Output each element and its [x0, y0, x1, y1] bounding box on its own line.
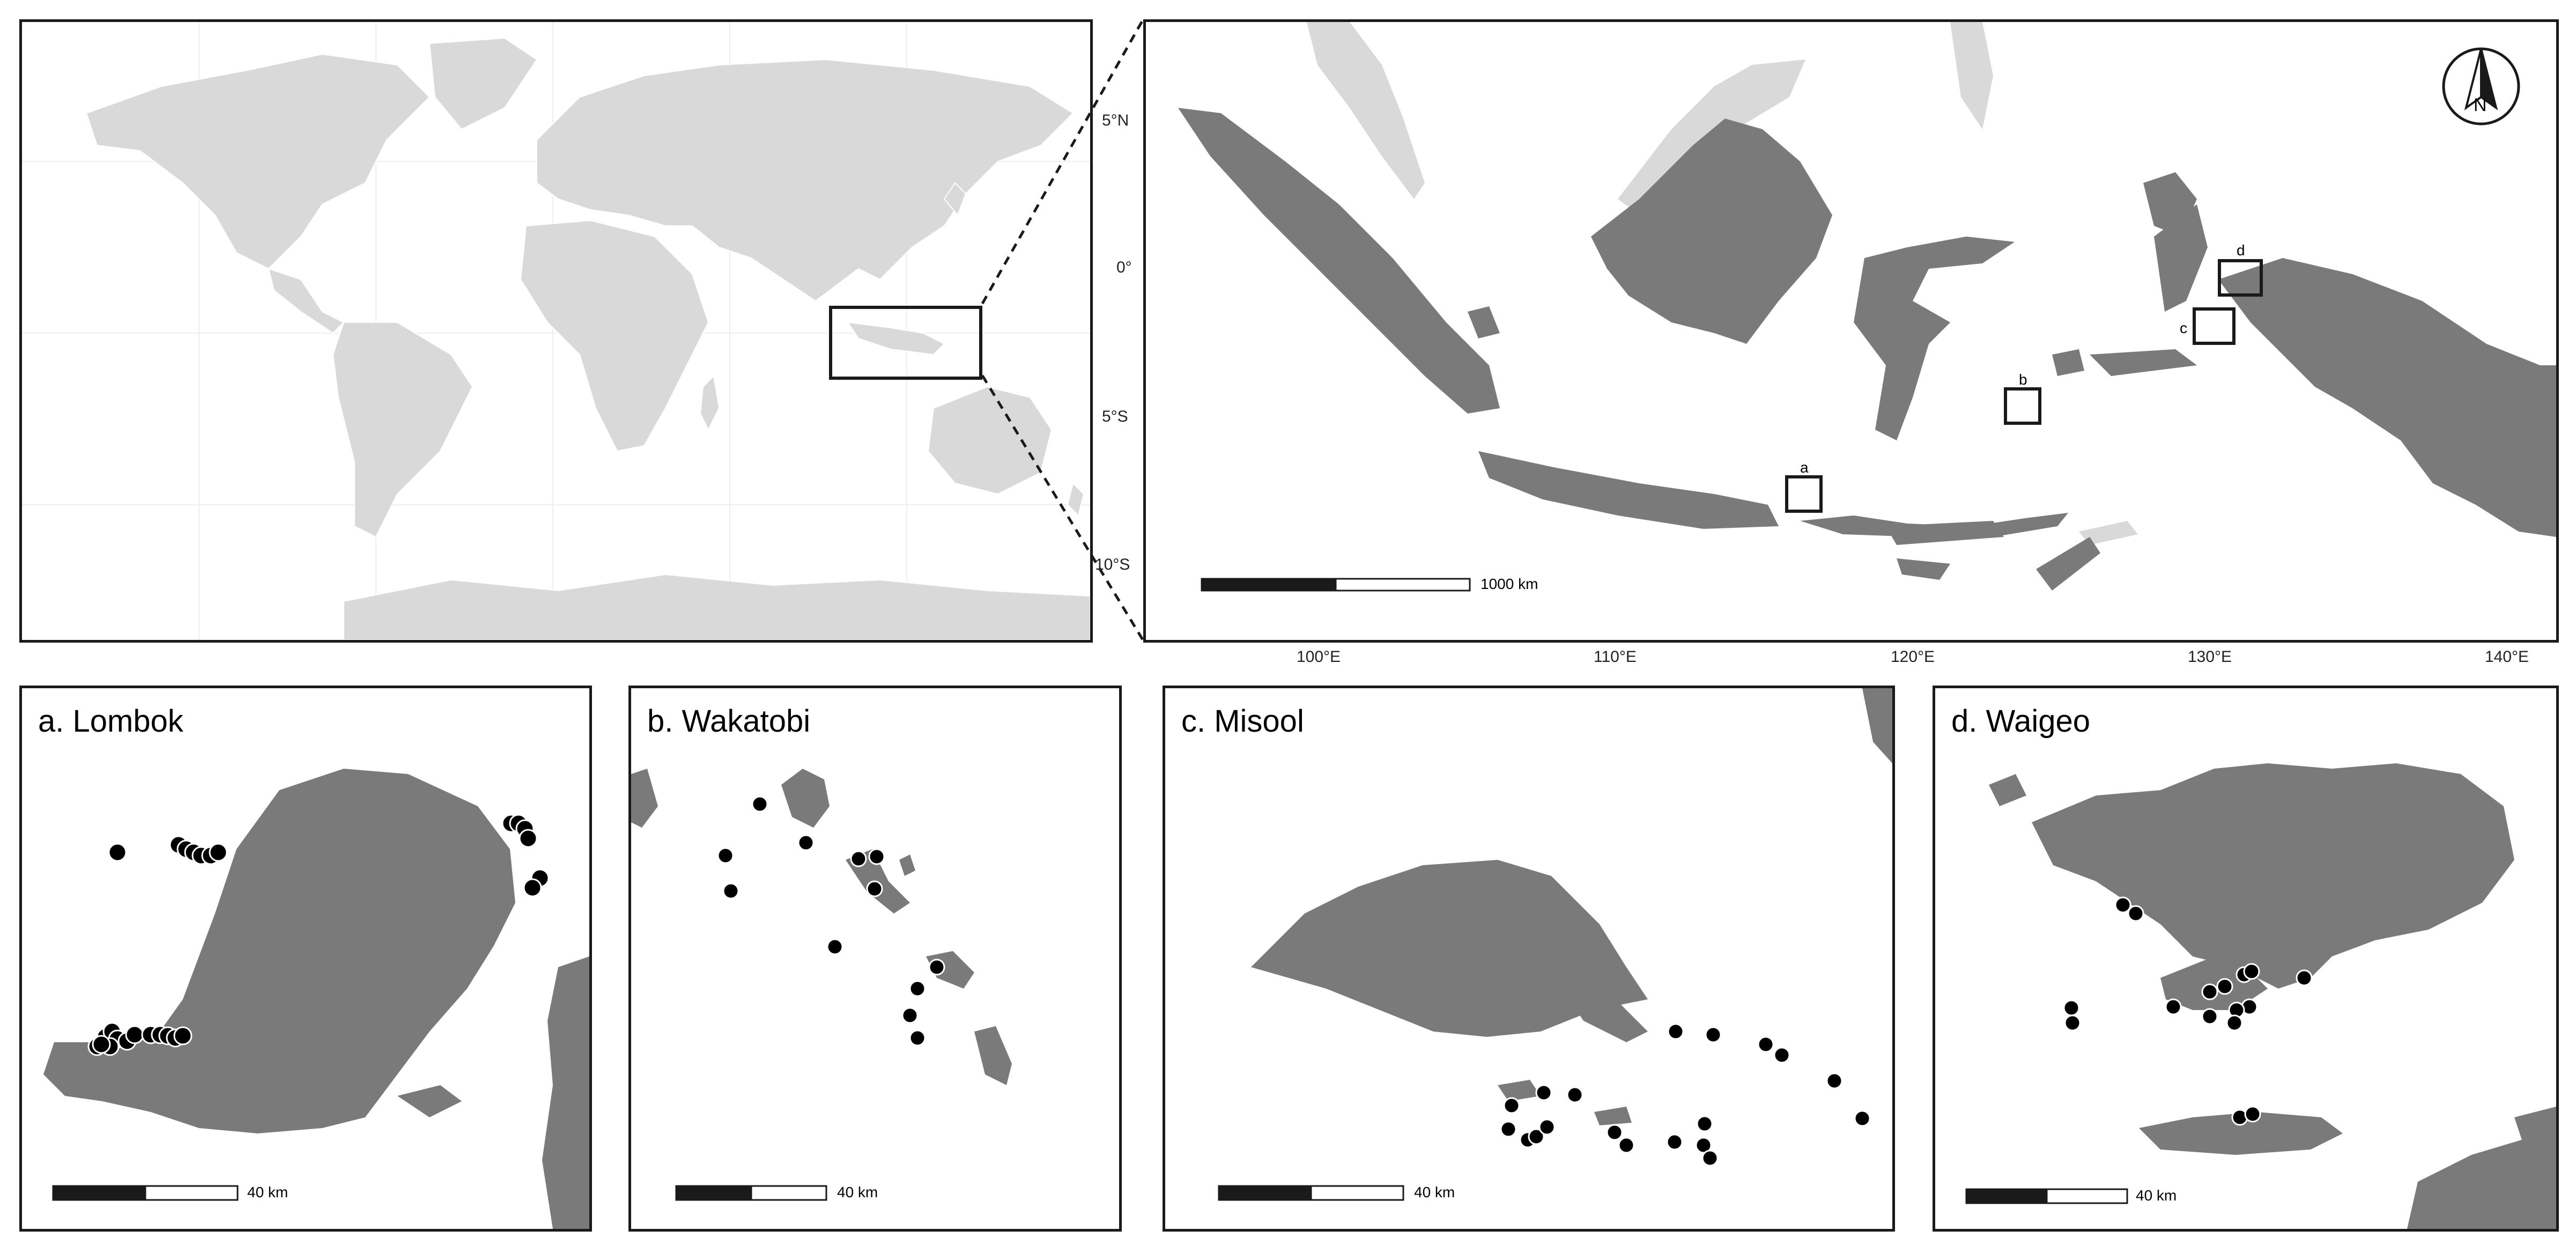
africa — [520, 219, 709, 452]
lombok-map — [43, 769, 589, 1229]
sumbawa-edge — [542, 956, 589, 1229]
waigeo-scale-label: 40 km — [2136, 1187, 2177, 1204]
inset-box-a — [1785, 475, 1823, 513]
panel-title: d. Waigeo — [1951, 704, 2090, 739]
world-map-panel — [19, 19, 1093, 643]
west-edge — [631, 769, 658, 828]
panel-title: c. Misool — [1181, 704, 1304, 739]
lombok-sites — [87, 814, 550, 1056]
new-guinea — [2218, 258, 2556, 537]
waigeo-sites — [2063, 896, 2313, 1126]
philippines — [1950, 22, 1993, 129]
panel-wakatobi: b. Wakatobi 40 km — [628, 686, 1122, 1232]
salawati-edge — [2407, 1139, 2556, 1229]
sulawesi — [1854, 237, 2015, 440]
lon-tick-120e: 120°E — [1891, 648, 1935, 666]
lon-tick-100e: 100°E — [1297, 648, 1341, 666]
panel-title: b. Wakatobi — [647, 704, 811, 739]
wakatobi-scale-label: 40 km — [837, 1184, 878, 1200]
misool-scale-label: 40 km — [1414, 1184, 1455, 1200]
waigeo-map — [1965, 763, 2556, 1229]
se-edge — [2514, 1107, 2556, 1150]
sumatra — [1178, 108, 1500, 414]
wakatobi-scale-bar — [675, 1185, 827, 1201]
inset-marker-d: d — [2237, 242, 2245, 259]
new-zealand — [1067, 482, 1085, 517]
madagascar — [699, 374, 720, 431]
inset-box-c — [2193, 307, 2236, 345]
misool-sites — [1500, 1023, 1871, 1167]
sumba — [1897, 558, 1950, 580]
antarctica — [343, 573, 1090, 640]
inset-marker-b: b — [2019, 371, 2027, 388]
ne-edge — [1862, 688, 1892, 763]
lat-tick-10s: 10°S — [1095, 556, 1130, 573]
sea-islands — [846, 321, 945, 356]
central-america — [268, 268, 345, 334]
greenland — [428, 37, 538, 130]
world-inset-box — [829, 306, 982, 380]
borneo — [1591, 119, 1832, 344]
timor-leste — [2079, 521, 2138, 545]
inset-marker-a: a — [1800, 459, 1809, 476]
overview-scale-label: 1000 km — [1481, 576, 1538, 592]
small-isle-1 — [1498, 1080, 1541, 1101]
waigeo-island — [2032, 763, 2514, 989]
malay-peninsula — [1307, 22, 1425, 199]
lat-tick-5n: 5°N — [1102, 112, 1129, 129]
north-letter: N — [2474, 95, 2487, 115]
panel-title: a. Lombok — [38, 704, 183, 739]
small-isle-2 — [1594, 1107, 1632, 1125]
wakatobi-map — [631, 769, 1012, 1201]
lon-tick-130e: 130°E — [2188, 648, 2232, 666]
lombok-scale-label: 40 km — [247, 1184, 288, 1200]
east-islets — [1562, 989, 1648, 1042]
timor — [2036, 537, 2100, 591]
world-map — [22, 22, 1090, 640]
panel-waigeo: d. Waigeo 40 km — [1933, 686, 2559, 1232]
panel-misool: c. Misool 40 km — [1163, 686, 1895, 1232]
indonesia-map: a b c d — [1178, 22, 2556, 592]
north-arrow-icon — [2442, 47, 2520, 126]
lon-tick-140e: 140°E — [2485, 648, 2529, 666]
wangi-wangi — [781, 769, 830, 828]
south-america — [332, 322, 473, 538]
small-island — [397, 1085, 462, 1117]
inset-box-d — [2218, 259, 2263, 297]
small-isle — [899, 854, 915, 876]
panel-lombok: a. Lombok 40 km — [19, 686, 592, 1232]
buru — [2052, 349, 2084, 376]
lon-tick-110e: 110°E — [1594, 648, 1637, 666]
binongko — [974, 1026, 1012, 1085]
lat-tick-0: 0° — [1116, 259, 1132, 276]
indonesia-overview-panel: a b c d 1000 km N — [1143, 19, 2559, 643]
lombok-island — [43, 769, 515, 1133]
misool-map — [1218, 688, 1892, 1201]
flores — [1886, 521, 2004, 545]
java — [1478, 451, 1779, 529]
lat-tick-5s: 5°S — [1102, 408, 1128, 425]
west-isle — [1989, 774, 2026, 806]
bangka — [1468, 306, 1500, 338]
inset-marker-c: c — [2180, 320, 2187, 336]
misool-island — [1251, 860, 1648, 1037]
misool-scale-bar — [1218, 1185, 1404, 1201]
north-america — [85, 53, 431, 270]
inset-box-b — [2004, 387, 2041, 425]
eurasia — [536, 58, 1074, 302]
overview-scale-bar — [1201, 578, 1471, 592]
seram — [2090, 349, 2197, 376]
batanta — [2139, 1112, 2343, 1155]
japan — [943, 182, 967, 216]
lombok-scale-bar — [52, 1185, 239, 1201]
halmahera — [2143, 172, 2197, 237]
wakatobi-sites — [717, 795, 945, 1047]
waigeo-scale-bar — [1965, 1188, 2128, 1204]
